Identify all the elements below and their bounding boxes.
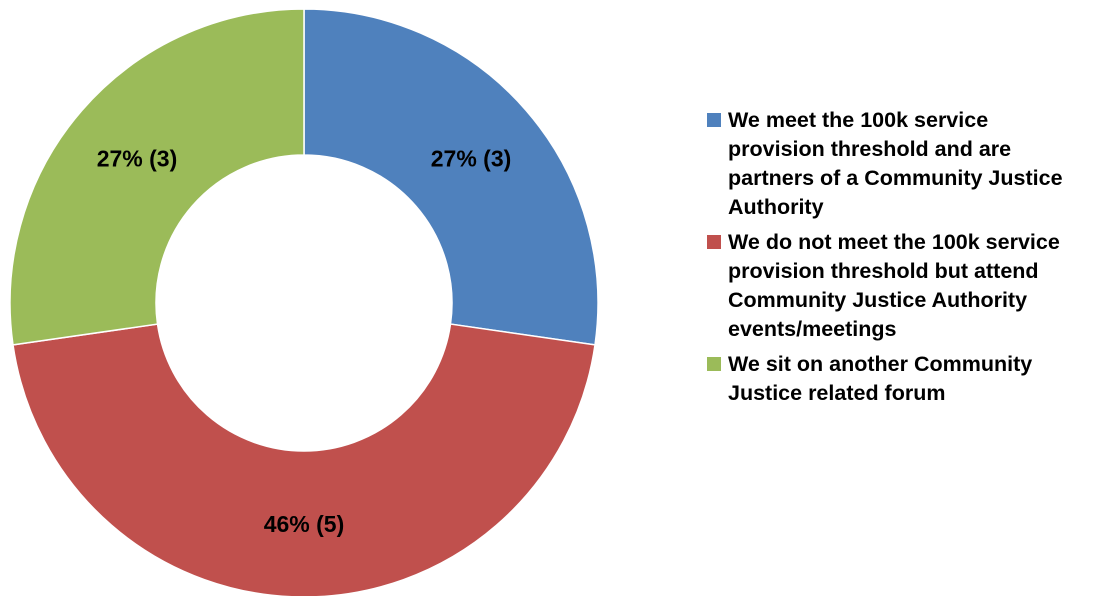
legend-label: We do not meet the 100k service provisio… (728, 230, 1060, 341)
legend-item-2: We do not meet the 100k service provisio… (707, 228, 1092, 344)
donut-slice-2 (12, 323, 596, 596)
donut-slice-1 (303, 8, 599, 346)
legend-swatch (707, 357, 721, 371)
slice-data-label-2: 46% (5) (264, 511, 345, 537)
donut-slice-3 (9, 8, 305, 346)
legend-label: We meet the 100k service provision thres… (728, 108, 1063, 219)
chart-legend: We meet the 100k service provision thres… (707, 106, 1092, 414)
slice-data-label-1: 27% (3) (431, 145, 512, 171)
legend-item-3: We sit on another Community Justice rela… (707, 350, 1092, 408)
legend-swatch (707, 235, 721, 249)
slice-data-label-3: 27% (3) (97, 145, 178, 171)
legend-item-1: We meet the 100k service provision thres… (707, 106, 1092, 222)
legend-label: We sit on another Community Justice rela… (728, 352, 1033, 405)
donut-data-labels: 27% (3) 46% (5) 27% (3) (97, 145, 512, 537)
donut-slices (9, 8, 599, 596)
legend-swatch (707, 113, 721, 127)
